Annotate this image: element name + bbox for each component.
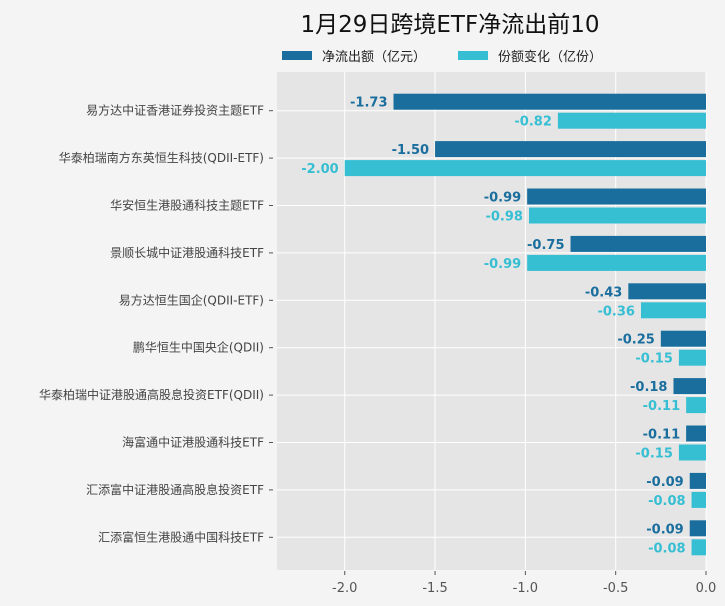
bar <box>344 160 706 177</box>
bar <box>570 235 706 252</box>
data-label: -0.09 <box>646 475 683 490</box>
category-label: 鹏华恒生中国央企(QDII) <box>133 340 264 355</box>
bar <box>640 302 706 319</box>
category-label: 易方达中证香港证券投资主题ETF <box>86 103 264 118</box>
bar <box>393 93 706 110</box>
data-label: -0.09 <box>646 522 683 537</box>
legend-swatch <box>282 51 312 60</box>
legend-label: 净流出额（亿元） <box>322 50 426 65</box>
x-tick-label: -1.0 <box>513 581 538 596</box>
data-label: -0.15 <box>635 447 672 462</box>
data-label: -1.50 <box>392 143 429 158</box>
bar <box>678 444 706 461</box>
bar <box>527 254 706 271</box>
data-label: -0.25 <box>617 333 654 348</box>
data-label: -0.99 <box>484 257 521 272</box>
data-label: -0.43 <box>585 285 622 300</box>
data-label: -0.99 <box>484 191 521 206</box>
bar <box>528 207 706 224</box>
bar <box>673 378 706 395</box>
bar <box>686 397 706 414</box>
legend-swatch <box>458 51 488 60</box>
data-label: -1.73 <box>350 96 387 111</box>
chart-title: 1月29日跨境ETF净流出前10 <box>301 12 600 38</box>
data-label: -0.18 <box>630 380 667 395</box>
data-label: -0.98 <box>485 210 522 225</box>
data-label: -0.36 <box>597 304 634 319</box>
bar <box>557 112 706 129</box>
x-tick-label: -2.0 <box>332 581 357 596</box>
bar <box>686 425 706 442</box>
bar <box>527 188 706 205</box>
bar <box>691 491 706 508</box>
bar <box>689 520 706 537</box>
category-label: 海富通中证港股通科技ETF <box>122 435 264 450</box>
category-label: 景顺长城中证港股通科技ETF <box>110 245 264 260</box>
bar <box>691 539 706 556</box>
data-label: -0.75 <box>527 238 564 253</box>
data-label: -0.82 <box>514 115 551 130</box>
data-label: -0.11 <box>643 399 680 414</box>
data-label: -0.15 <box>635 352 672 367</box>
data-label: -0.08 <box>648 494 685 509</box>
data-label: -2.00 <box>301 162 338 177</box>
bar <box>678 349 706 366</box>
category-label: 汇添富恒生港股通中国科技ETF <box>98 529 264 544</box>
category-label: 华安恒生港股通科技主题ETF <box>110 198 264 213</box>
x-tick-label: 0.0 <box>696 581 717 596</box>
x-tick-label: -0.5 <box>603 581 628 596</box>
data-label: -0.11 <box>643 428 680 443</box>
legend-label: 份额变化（亿份） <box>498 49 602 65</box>
category-label: 华泰柏瑞南方东英恒生科技(QDII-ETF) <box>59 150 264 165</box>
bar <box>628 283 706 300</box>
bar <box>660 330 706 347</box>
category-label: 华泰柏瑞中证港股通高股息投资ETF(QDII) <box>39 387 264 402</box>
legend: 净流出额（亿元） 份额变化（亿份） <box>282 49 602 65</box>
bar <box>435 141 706 158</box>
data-label: -0.08 <box>648 541 685 556</box>
category-label: 易方达恒生国企(QDII-ETF) <box>119 292 264 307</box>
category-label: 汇添富中证港股通高股息投资ETF <box>86 482 264 497</box>
x-tick-label: -1.5 <box>422 581 447 596</box>
bar <box>689 472 706 489</box>
